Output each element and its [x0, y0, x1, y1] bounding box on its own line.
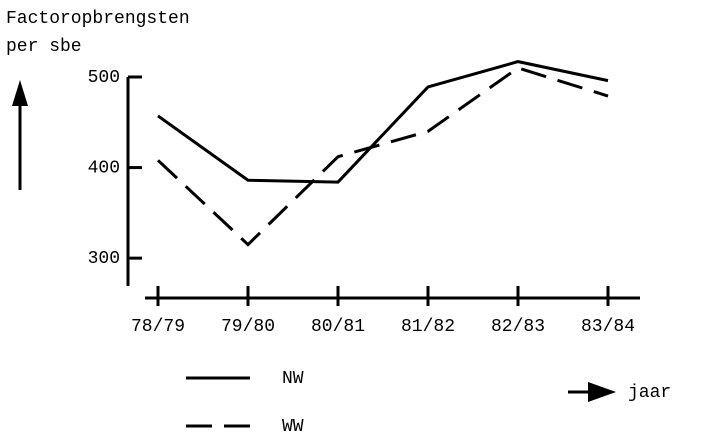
y-axis-label: per sbe: [6, 37, 82, 57]
line-series: [156, 66, 609, 247]
y-arrow: [12, 80, 28, 190]
x-tick-label: 80/81: [311, 317, 365, 337]
line-series: [157, 60, 609, 184]
x-tick-label: 82/83: [491, 317, 545, 337]
x-tick-label: 81/82: [401, 317, 455, 337]
x-axis-label: jaar: [628, 383, 671, 403]
x-tick-label: 78/79: [131, 317, 185, 337]
y-tick-label: 400: [88, 158, 120, 178]
y-axis-label: Factoropbrengsten: [6, 9, 190, 29]
x-tick-label: 83/84: [581, 317, 635, 337]
x-arrow: [568, 382, 616, 402]
y-tick-label: 300: [88, 249, 120, 269]
legend-label: NW: [282, 369, 304, 389]
x-tick-label: 79/80: [221, 317, 275, 337]
legend-label: WW: [282, 417, 304, 437]
y-tick-label: 500: [88, 68, 120, 88]
